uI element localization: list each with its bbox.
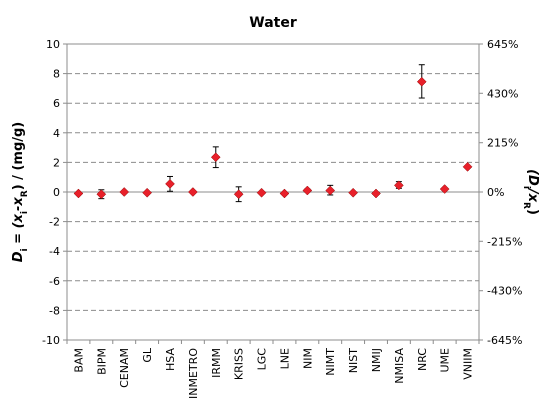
- data-point: [394, 180, 404, 191]
- x-tick-label: VNIIM: [462, 348, 475, 380]
- axis-label-part: R: [521, 202, 531, 209]
- right-tick-label: 430%: [487, 87, 518, 100]
- axis-label-part: -x: [11, 197, 26, 211]
- left-tick-label: 0: [53, 186, 60, 199]
- y-axis-label-right: (Di/xR): [521, 169, 540, 215]
- data-point: [439, 184, 450, 194]
- x-tick-label: NIM: [301, 348, 314, 369]
- x-tick-label: NRC: [416, 348, 429, 371]
- data-point: [165, 179, 175, 189]
- data-point: [188, 187, 198, 197]
- x-tick-label: CENAM: [118, 348, 131, 388]
- left-tick-label: 8: [53, 68, 60, 81]
- data-point: [371, 188, 381, 199]
- axis-label-part: i: [20, 248, 30, 251]
- left-tick-label: -2: [49, 216, 60, 229]
- x-tick-label: IRMM: [210, 348, 223, 378]
- axis-label-part: R: [20, 190, 30, 197]
- x-axis: BAM BIPM CENAM GL HSA INMETRO IRMM KRISS LGC LNE N…: [66, 340, 480, 399]
- axis-label-part: i: [521, 186, 531, 189]
- left-tick-label: -4: [49, 245, 60, 258]
- axis-label-part: = (x: [11, 213, 26, 248]
- axis-label-part: D: [11, 251, 26, 262]
- right-axis: 645% 430% 215% 0% -215% -430% -645%: [479, 38, 522, 347]
- left-tick-label: 6: [53, 97, 60, 110]
- left-axis: -10 -8 -6 -4 -2 0 2 4 6 8 10: [42, 38, 67, 347]
- data-point: [73, 188, 84, 199]
- axis-label-part: ) / (mg/g): [11, 122, 26, 191]
- left-tick-label: 10: [46, 38, 60, 51]
- x-tick-label: HSA: [164, 348, 177, 371]
- gridlines: [67, 73, 479, 311]
- axis-label-part: i: [20, 211, 30, 214]
- left-tick-label: -10: [42, 334, 60, 347]
- right-tick-label: 215%: [487, 137, 518, 150]
- axis-label-part: (D: [525, 169, 540, 186]
- data-point: [325, 185, 336, 196]
- x-tick-label: NMIJ: [370, 348, 383, 372]
- data-marks: [73, 64, 473, 203]
- data-point: [210, 152, 221, 163]
- data-point: [462, 161, 473, 172]
- data-point: [279, 188, 290, 199]
- right-tick-label: 0%: [487, 186, 504, 199]
- data-point: [416, 76, 427, 87]
- data-point: [96, 189, 107, 200]
- data-point: [142, 187, 152, 198]
- data-point: [233, 189, 244, 200]
- x-tick-label: LGC: [256, 348, 269, 371]
- left-tick-label: 2: [53, 156, 60, 169]
- x-tick-label: UME: [439, 348, 452, 373]
- y-axis-label-left: Di = (xi-xR) / (mg/g): [11, 122, 30, 263]
- data-point: [348, 187, 358, 198]
- x-tick-label: BIPM: [95, 348, 108, 375]
- left-tick-label: 4: [53, 127, 60, 140]
- x-tick-label: KRISS: [233, 348, 246, 380]
- x-tick-label: LNE: [278, 348, 291, 369]
- x-tick-label: NMISA: [393, 348, 406, 384]
- x-tick-label: GL: [141, 347, 154, 363]
- axis-label-part: /x: [525, 187, 540, 203]
- right-tick-label: 645%: [487, 38, 518, 51]
- x-tick-label: NIST: [347, 348, 360, 373]
- x-tick-label: INMETRO: [187, 348, 200, 399]
- x-tick-label: NIMT: [324, 348, 337, 376]
- chart-title: Water: [249, 15, 297, 31]
- right-tick-label: -215%: [487, 235, 522, 248]
- data-point: [302, 185, 313, 196]
- left-tick-label: -8: [49, 304, 60, 317]
- axis-label-part: ): [525, 209, 540, 215]
- data-point: [119, 187, 130, 197]
- right-tick-label: -430%: [487, 285, 522, 298]
- data-point: [256, 187, 267, 198]
- left-tick-label: -6: [49, 275, 60, 288]
- x-tick-label: BAM: [72, 348, 85, 373]
- right-tick-label: -645%: [487, 334, 522, 347]
